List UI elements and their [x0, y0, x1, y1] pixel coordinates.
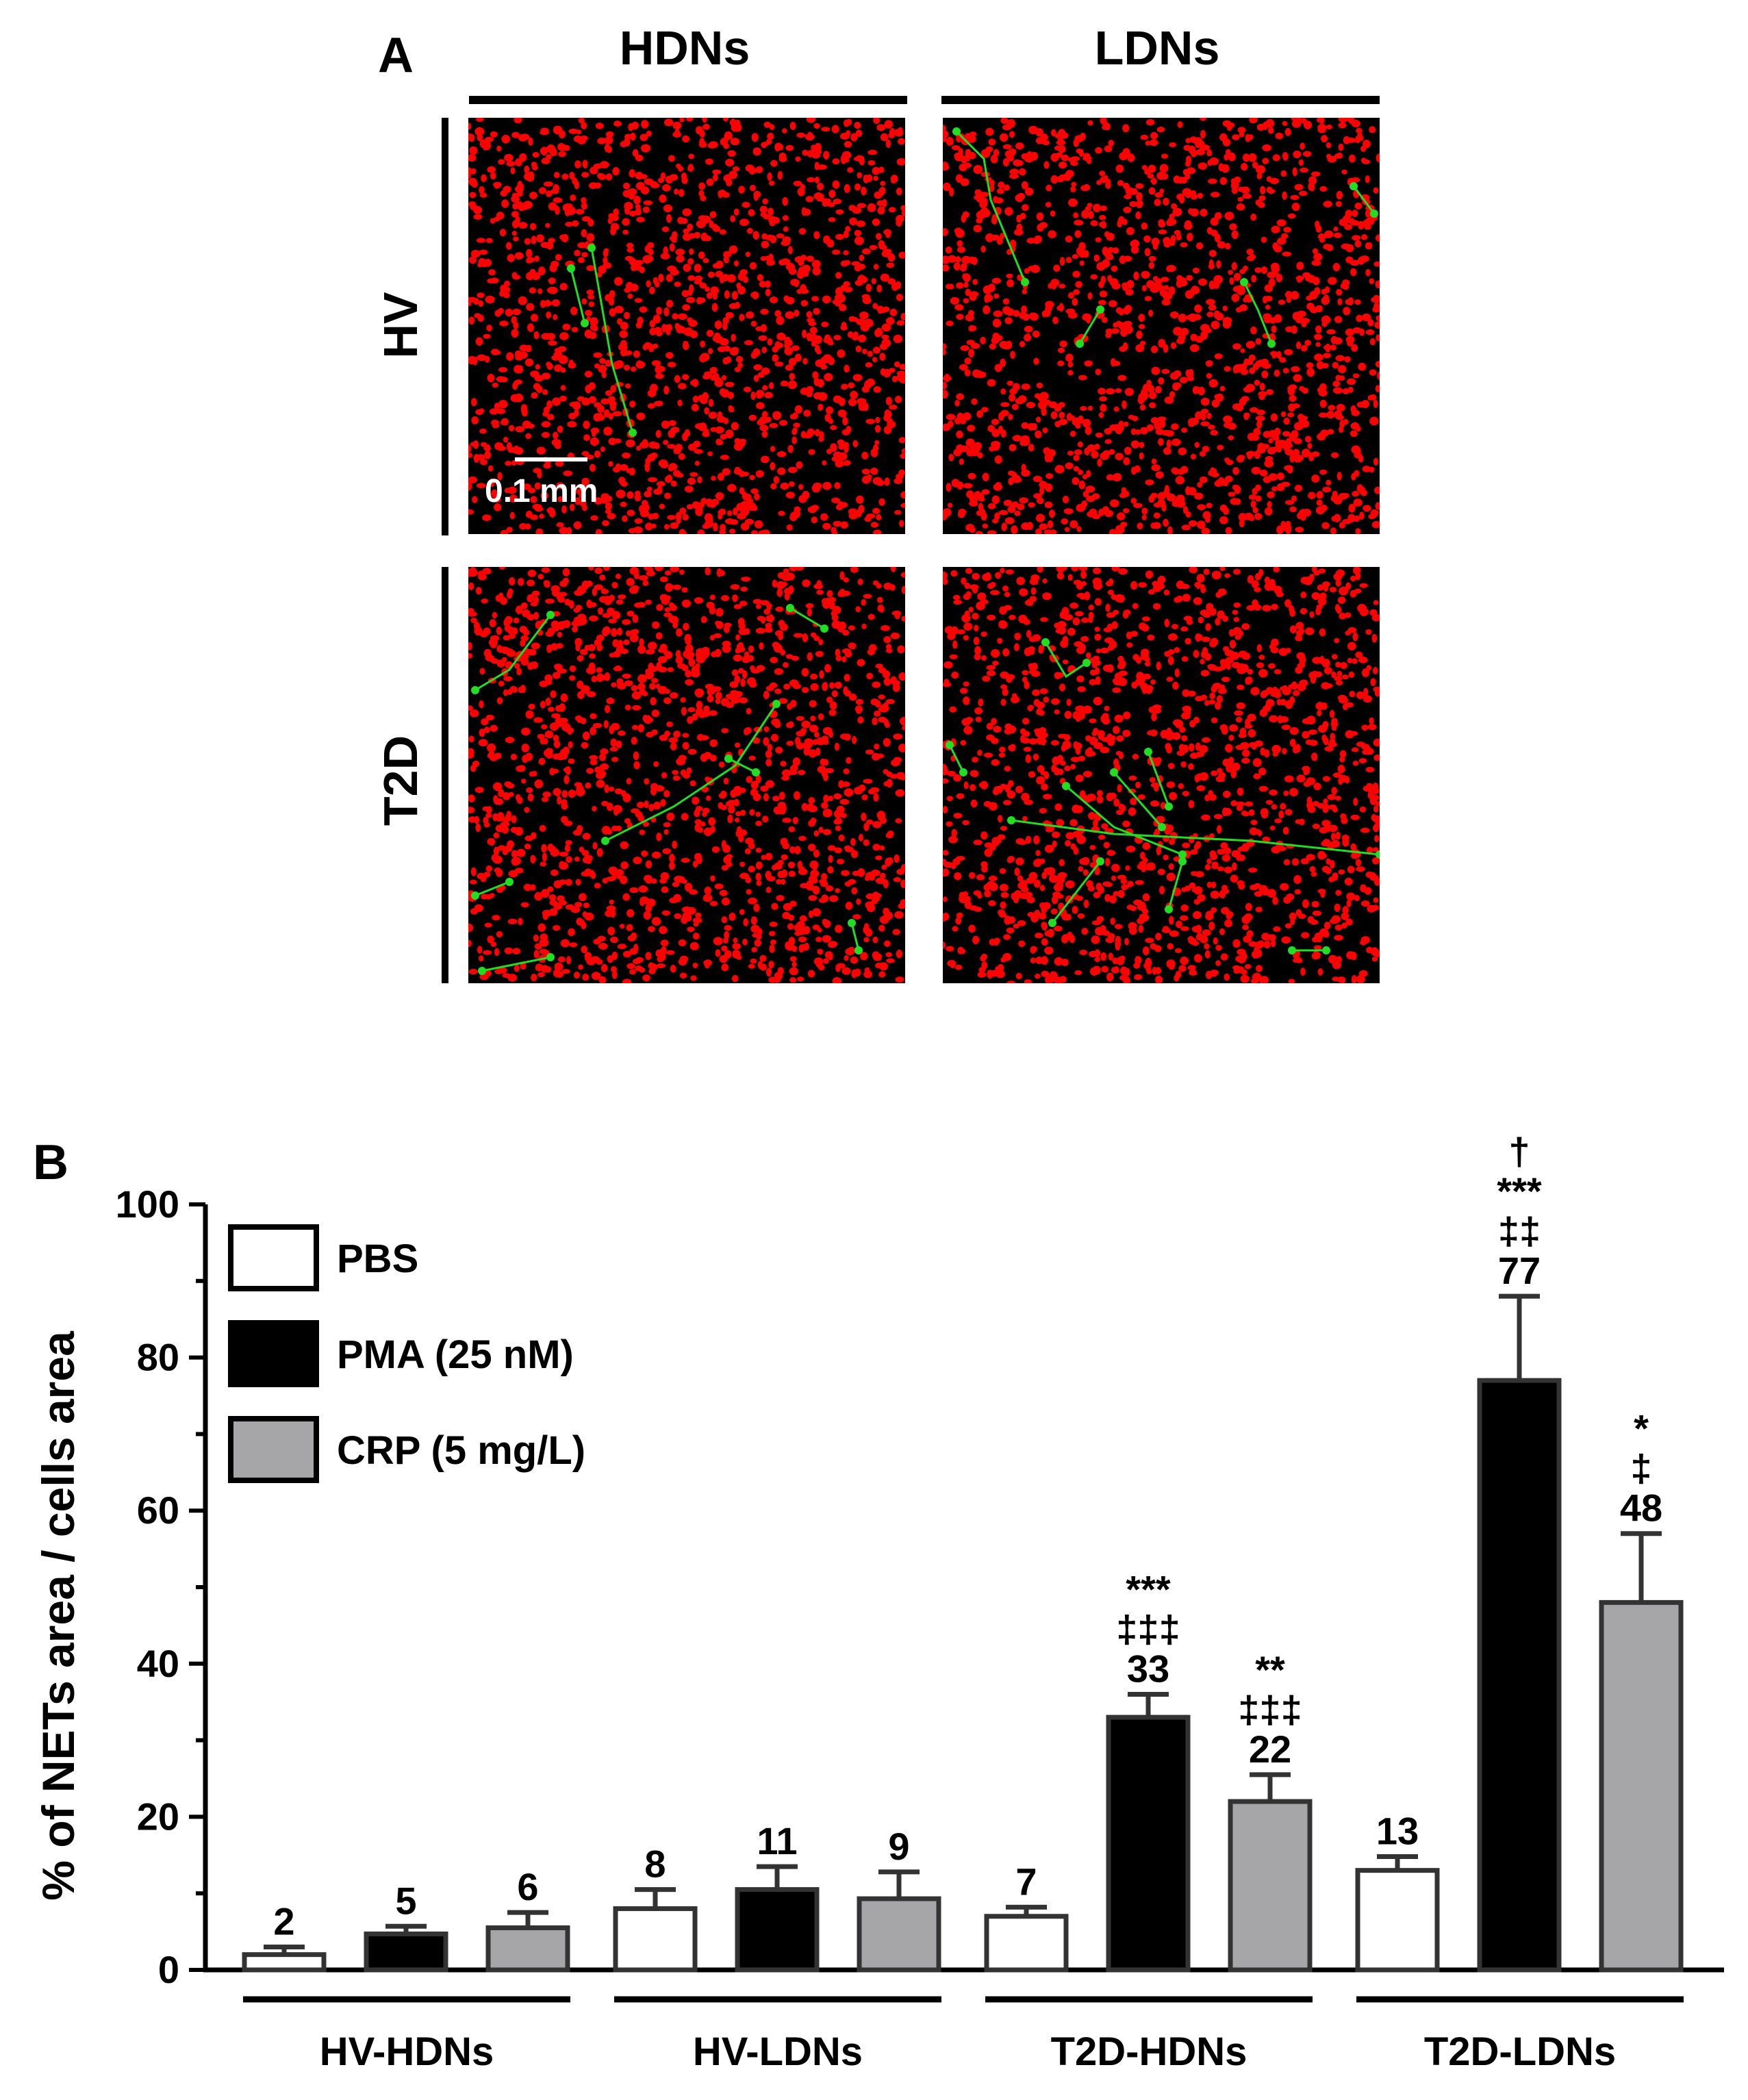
row-rule-hv	[442, 118, 448, 535]
bar	[735, 1887, 820, 1973]
micrograph-hv-ldns	[943, 118, 1380, 534]
data-label: 8	[644, 1843, 666, 1886]
significance-marker: ***	[1126, 1568, 1171, 1611]
y-tick-label: 100	[116, 1182, 179, 1226]
group-label: T2D-LDNs	[1424, 2029, 1616, 2074]
significance-marker: *	[1634, 1407, 1649, 1450]
column-header-ldns: LDNs	[1094, 21, 1220, 75]
data-label: 7	[1015, 1860, 1037, 1903]
bar	[1355, 1868, 1440, 1973]
significance-marker: ‡‡	[1498, 1209, 1541, 1252]
bar	[1599, 1599, 1684, 1973]
group-label: HV-LDNs	[693, 2029, 863, 2074]
y-tick-label: 40	[137, 1642, 179, 1685]
bar	[1228, 1799, 1313, 1973]
legend-label: PMA (25 nM)	[337, 1332, 574, 1377]
data-label: 13	[1376, 1810, 1419, 1853]
legend: PBS PMA (25 nM) CRP (5 mg/L)	[228, 1224, 585, 1483]
column-header-hdns: HDNs	[619, 21, 750, 75]
data-label: 33	[1127, 1647, 1169, 1691]
significance-marker: ‡‡‡	[1116, 1608, 1180, 1651]
data-label: 5	[395, 1879, 416, 1922]
significance-marker: ‡	[1630, 1447, 1651, 1490]
data-label: 11	[757, 1819, 797, 1862]
panel-b-letter: B	[33, 1135, 68, 1190]
bar-chart: B % of NETs area / cells area 0 20 40 60 80 1…	[33, 1130, 1724, 2074]
bars	[242, 1293, 1684, 1973]
column-rule-ldns	[941, 96, 1380, 104]
y-tick-label: 60	[137, 1489, 179, 1532]
y-tick-label: 20	[137, 1795, 179, 1838]
micrograph-t2d-hdns	[468, 567, 905, 983]
bar	[613, 1906, 698, 1973]
significance-marker: **	[1255, 1648, 1285, 1691]
legend-swatch	[228, 1224, 319, 1291]
group-labels: HV-HDNs HV-LDNs T2D-HDNs T2D-LDNs	[243, 1996, 1684, 2074]
row-rule-t2d	[442, 567, 448, 983]
significance-marker: ‡‡‡	[1238, 1688, 1302, 1731]
bar	[1477, 1378, 1562, 1973]
bar	[857, 1896, 941, 1973]
legend-swatch	[228, 1320, 319, 1387]
data-label: 9	[888, 1825, 909, 1868]
data-label: 22	[1249, 1728, 1291, 1771]
micrograph-t2d-ldns	[943, 567, 1380, 983]
legend-label: CRP (5 mg/L)	[337, 1428, 585, 1473]
bar	[1106, 1715, 1191, 1973]
significance-marker: †	[1508, 1130, 1530, 1173]
y-axis-label: % of NETs area / cells area	[33, 1330, 84, 1901]
row-header-hv: HV	[374, 292, 427, 359]
y-tick-label: 80	[137, 1336, 179, 1379]
data-label: 2	[273, 1899, 294, 1943]
group-label: T2D-HDNs	[1051, 2029, 1247, 2074]
bar	[242, 1952, 327, 1973]
micrograph-hv-hdns	[468, 118, 905, 534]
column-rule-hdns	[469, 96, 907, 104]
panel-a-letter: A	[378, 28, 414, 83]
data-label: 6	[517, 1865, 538, 1908]
bar	[984, 1914, 1069, 1973]
scale-bar-label: 0.1 mm	[485, 473, 598, 509]
legend-label: PBS	[337, 1237, 418, 1281]
bar	[364, 1931, 448, 1973]
legend-swatch	[228, 1416, 319, 1483]
bar	[485, 1925, 570, 1973]
data-label: 48	[1620, 1487, 1662, 1530]
data-label: 77	[1498, 1249, 1541, 1292]
axes: 0 20 40 60 80 100	[116, 1182, 1724, 1991]
row-header-t2d: T2D	[374, 735, 427, 826]
significance-marker: ***	[1497, 1169, 1542, 1213]
group-label: HV-HDNs	[320, 2029, 494, 2074]
y-tick-label: 0	[158, 1948, 179, 1991]
scale-bar	[515, 457, 587, 461]
